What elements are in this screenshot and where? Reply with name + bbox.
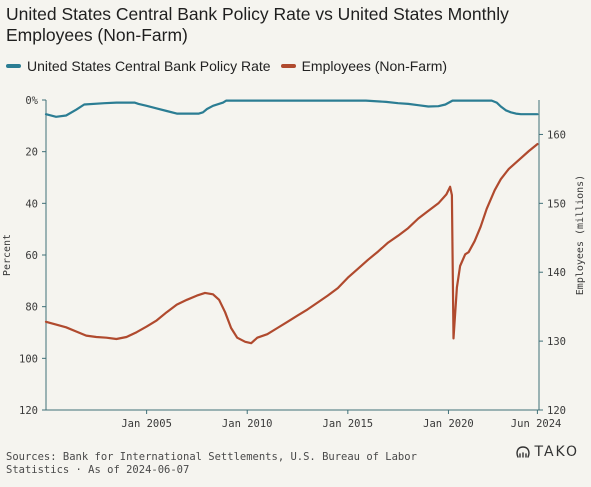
right-axis-tick-label: 150 bbox=[547, 198, 566, 210]
right-axis-tick-label: 160 bbox=[547, 129, 566, 141]
tako-logo-icon bbox=[515, 446, 530, 458]
left-axis-tick-label: 40 bbox=[25, 198, 38, 210]
right-axis-tick-label: 140 bbox=[547, 267, 566, 279]
left-axis-tick-label: 120 bbox=[19, 405, 38, 417]
left-axis-title: Percent bbox=[2, 234, 13, 276]
x-axis-tick-label: Jan 2010 bbox=[222, 418, 273, 430]
sources-footer: Sources: Bank for International Settleme… bbox=[6, 451, 417, 476]
legend: United States Central Bank Policy Rate E… bbox=[6, 57, 457, 75]
x-axis-tick-label: Jan 2005 bbox=[121, 418, 172, 430]
left-axis-tick-label: 80 bbox=[25, 302, 38, 314]
right-axis-title: Employees (millions) bbox=[575, 175, 586, 295]
left-axis-tick-label: 20 bbox=[25, 147, 38, 159]
left-axis-tick-label: 0% bbox=[25, 95, 38, 107]
x-axis-tick-label: Jan 2020 bbox=[423, 418, 474, 430]
x-axis-tick-label: Jan 2015 bbox=[323, 418, 374, 430]
series-line-employees bbox=[44, 143, 539, 345]
legend-item-policy-rate: United States Central Bank Policy Rate bbox=[6, 58, 271, 74]
legend-item-employees: Employees (Non-Farm) bbox=[280, 58, 448, 74]
right-axis-tick-label: 130 bbox=[547, 336, 566, 348]
right-axis-tick-label: 120 bbox=[547, 405, 566, 417]
legend-swatch-policy-rate bbox=[6, 64, 21, 68]
chart-plot: 0% 20 40 60 80 100 120 120 130 140 150 160 Jan 2005 J… bbox=[2, 95, 586, 430]
chart-title: United States Central Bank Policy Rate v… bbox=[6, 4, 509, 45]
x-axis-tick-label: Jun 2024 bbox=[511, 418, 562, 430]
brand-name: TAKO bbox=[534, 444, 579, 460]
brand-logo: TAKO bbox=[515, 444, 579, 460]
series-line-policy-rate bbox=[44, 99, 539, 118]
left-axis-tick-label: 100 bbox=[19, 353, 38, 365]
legend-swatch-employees bbox=[280, 64, 296, 68]
left-axis-tick-label: 60 bbox=[25, 250, 38, 262]
legend-label-employees: Employees (Non-Farm) bbox=[301, 58, 448, 74]
legend-label-policy-rate: United States Central Bank Policy Rate bbox=[27, 58, 271, 74]
